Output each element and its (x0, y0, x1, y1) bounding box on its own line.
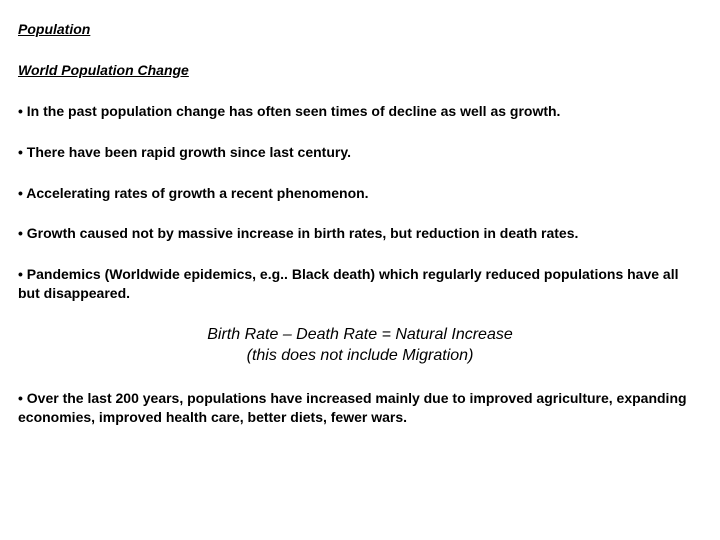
section-subtitle: World Population Change (18, 61, 702, 80)
bullet-item: • Accelerating rates of growth a recent … (18, 184, 702, 203)
bullet-item: • Growth caused not by massive increase … (18, 224, 702, 243)
formula-line-2: (this does not include Migration) (18, 346, 702, 367)
formula-line-1: Birth Rate – Death Rate = Natural Increa… (18, 325, 702, 346)
page-title: Population (18, 20, 702, 39)
bullet-item: • Over the last 200 years, populations h… (18, 389, 702, 427)
bullet-item: • Pandemics (Worldwide epidemics, e.g.. … (18, 265, 702, 303)
formula-block: Birth Rate – Death Rate = Natural Increa… (18, 325, 702, 367)
bullet-item: • In the past population change has ofte… (18, 102, 702, 121)
bullet-item: • There have been rapid growth since las… (18, 143, 702, 162)
